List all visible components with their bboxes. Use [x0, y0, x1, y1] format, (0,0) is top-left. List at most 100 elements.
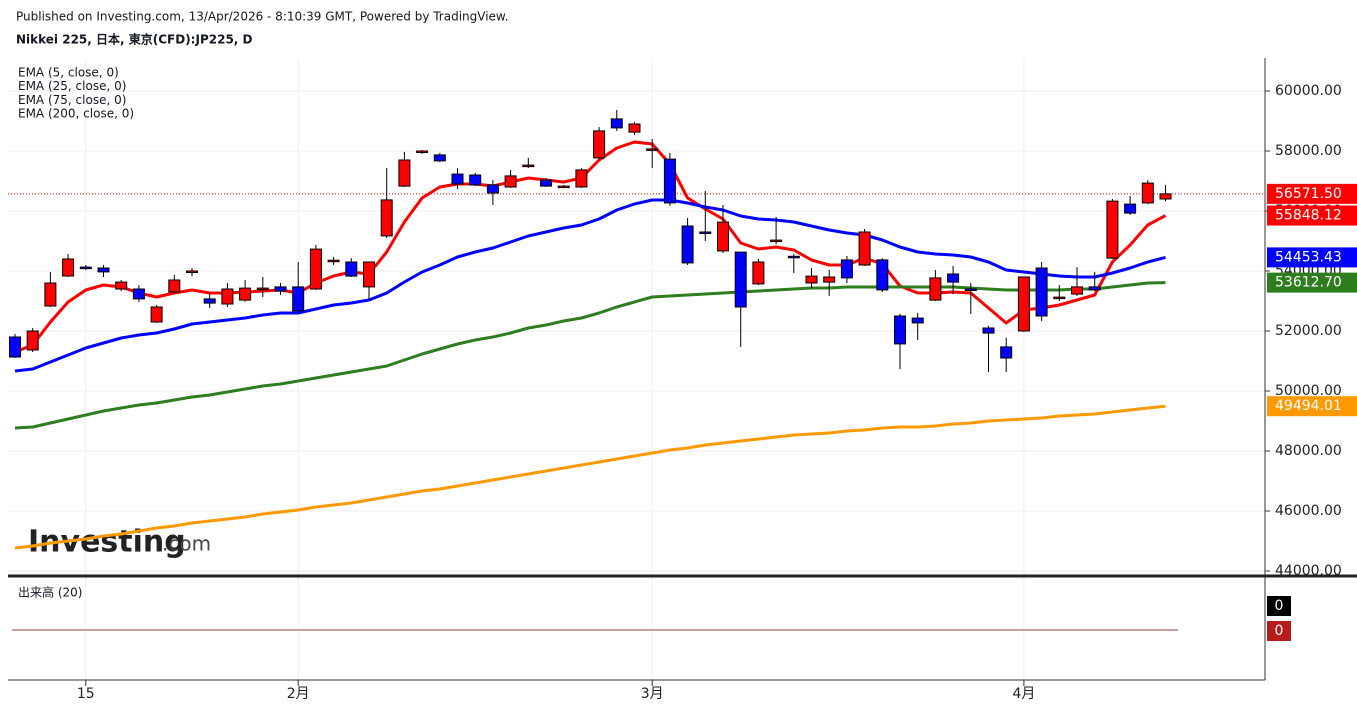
candle-body: [1106, 200, 1119, 259]
candle-body: [717, 221, 729, 252]
candle-body: [1071, 286, 1083, 295]
ema-line: [14, 281, 1166, 430]
candle-body: [947, 273, 960, 283]
last-price-tag-bg: [1267, 183, 1357, 204]
candles: [9, 109, 1172, 373]
ema-tag-bg: [1267, 205, 1357, 226]
candle-body: [469, 174, 482, 186]
candle-body: [663, 158, 676, 204]
candle-body: [203, 298, 216, 304]
candle-body: [398, 159, 411, 187]
candle-body: [239, 287, 252, 301]
y-tick-label: 52000.00: [1275, 323, 1342, 339]
candle-body: [115, 281, 128, 290]
candle-body: [44, 282, 57, 307]
candle-body: [132, 288, 145, 300]
volume-tag: 0: [1275, 598, 1284, 614]
candle-body: [274, 286, 287, 292]
candle-body: [610, 118, 623, 129]
x-tick-label: 3月: [641, 686, 664, 702]
legend-entry: EMA (25, close, 0): [18, 79, 126, 93]
ema-tag: 55848.12: [1275, 208, 1342, 224]
y-tick-label: 58000.00: [1275, 143, 1342, 159]
volume-label: 出来高 (20): [18, 585, 82, 600]
candle-body: [540, 179, 552, 187]
ema-line: [14, 198, 1166, 373]
candle-body: [929, 277, 942, 301]
candle-body: [26, 330, 39, 351]
last-price-tag: 56571.50: [1275, 186, 1342, 202]
candle-body: [840, 259, 853, 279]
volume-tag-bg: [1267, 596, 1291, 616]
candle-body: [62, 258, 75, 277]
y-tick-label: 46000.00: [1275, 503, 1342, 519]
y-tick-label: 60000.00: [1275, 83, 1342, 99]
overlays: [8, 140, 1265, 631]
candle-body: [911, 317, 924, 324]
candle-body: [734, 251, 747, 308]
volume-tag: 0: [1275, 623, 1284, 639]
candle-body: [433, 154, 446, 162]
candle-body: [327, 259, 340, 263]
candle-body: [1124, 203, 1137, 214]
legend: EMA (5, close, 0)EMA (25, close, 0)EMA (…: [18, 66, 134, 121]
candle-body: [557, 185, 570, 189]
candle-body: [97, 267, 110, 273]
candle-body: [1159, 193, 1172, 200]
y-tick-label: 50000.00: [1275, 383, 1342, 399]
candle-body: [186, 270, 198, 273]
candle-body: [1088, 286, 1101, 291]
legend-entry: EMA (75, close, 0): [18, 93, 126, 107]
x-tick-label: 15: [77, 686, 95, 702]
candle-body: [575, 169, 588, 188]
candle-body: [805, 275, 818, 284]
candle-body: [380, 199, 393, 237]
x-tick-label: 2月: [287, 686, 310, 702]
candle-body: [9, 336, 21, 358]
volume-tag-bg: [1267, 621, 1291, 641]
candle-body: [79, 266, 92, 270]
ema-tag-bg: [1267, 272, 1357, 293]
x-tick-label: 4月: [1012, 686, 1035, 702]
candle-body: [168, 279, 181, 293]
ema-tag: 53612.70: [1275, 275, 1342, 291]
ema-tag: 54453.43: [1275, 249, 1342, 265]
candle-body: [858, 231, 871, 266]
legend-entry: EMA (5, close, 0): [18, 66, 119, 80]
candle-body: [486, 184, 499, 194]
candle-body: [787, 255, 800, 259]
chart-title: Nikkei 225, 日本, 東京(CFD):JP225, D: [16, 32, 253, 47]
candle-body: [309, 248, 322, 290]
candle-body: [646, 148, 659, 151]
candle-body: [593, 130, 606, 159]
candle-body: [363, 261, 375, 288]
candle-body: [150, 306, 163, 323]
legend-entry: EMA (200, close, 0): [18, 107, 134, 121]
candle-body: [699, 231, 712, 234]
candle-body: [504, 175, 517, 188]
watermark-suffix: .com: [162, 532, 211, 556]
candle-body: [1035, 267, 1048, 317]
candle-body: [292, 286, 305, 312]
candle-body: [964, 288, 977, 291]
candle-body: [770, 239, 783, 243]
candle-body: [256, 287, 269, 291]
candle-body: [451, 173, 464, 185]
axes: 44000.00 46000.00 48000.00 50000.00 52000.00…: [77, 83, 1357, 702]
ema-tag: 49494.01: [1275, 398, 1342, 414]
candle-body: [823, 276, 836, 283]
candle-body: [876, 259, 889, 291]
candle-body: [1017, 276, 1030, 332]
candle-body: [1141, 182, 1154, 204]
candle-body: [1053, 296, 1066, 300]
candle-body: [416, 150, 429, 153]
candle-body: [221, 288, 234, 305]
candle-body: [522, 164, 535, 168]
candle-body: [628, 123, 641, 133]
ema-line: [14, 404, 1166, 550]
ema-line: [14, 140, 1167, 354]
candle-body: [345, 261, 358, 277]
candle-body: [752, 261, 765, 285]
